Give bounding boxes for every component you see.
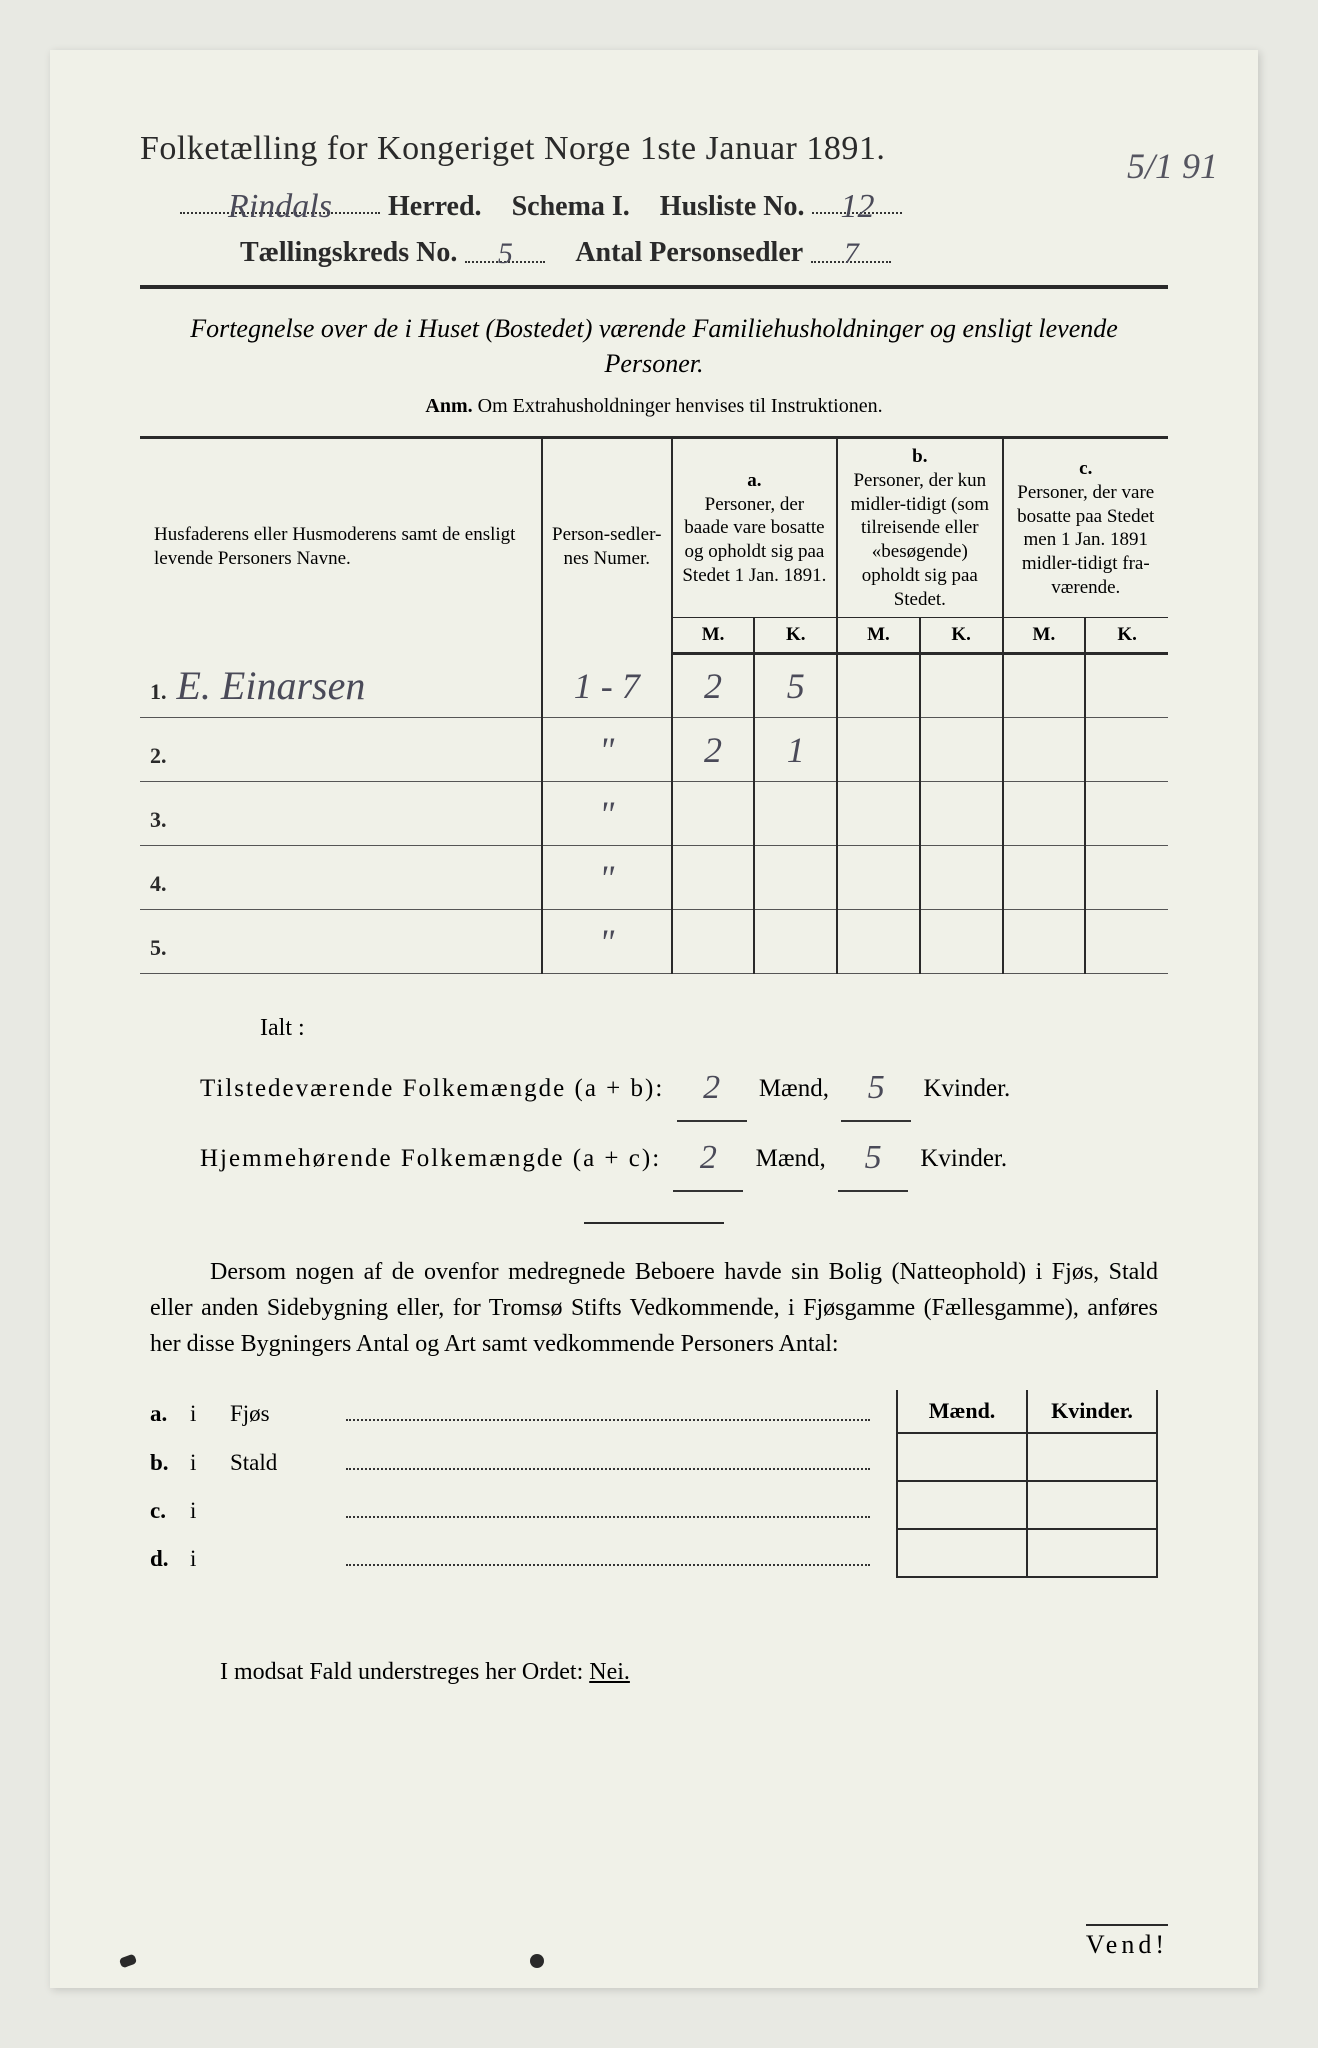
col-b-m: M. bbox=[837, 618, 920, 654]
row1-ak: 5 bbox=[754, 654, 837, 718]
antal-value: 7 bbox=[844, 237, 859, 270]
anm-text: Om Extrahusholdninger henvises til Instr… bbox=[478, 395, 883, 417]
table-row: 2. " 2 1 bbox=[140, 718, 1168, 782]
table-row: 1.E. Einarsen 1 - 7 2 5 bbox=[140, 654, 1168, 718]
totals-block: Ialt : Tilstedeværende Folkemængde (a + … bbox=[140, 1004, 1168, 1192]
table-row: 5. " bbox=[140, 910, 1168, 974]
col-c-m: M. bbox=[1003, 618, 1086, 654]
antal-label: Antal Personsedler bbox=[575, 237, 803, 269]
row1-bk bbox=[920, 654, 1003, 718]
col-c-k: K. bbox=[1085, 618, 1168, 654]
tilstede-m: 2 bbox=[703, 1069, 720, 1106]
row1-am: 2 bbox=[672, 654, 755, 718]
hjemme-label: Hjemmehørende Folkemængde (a + c): bbox=[200, 1145, 661, 1172]
building-paragraph: Dersom nogen af de ovenfor medregnede Be… bbox=[150, 1254, 1158, 1362]
footer-line: I modsat Fald understreges her Ordet: Ne… bbox=[140, 1659, 1168, 1686]
mk-cell bbox=[1027, 1433, 1157, 1481]
col-a-k: K. bbox=[754, 618, 837, 654]
col-header-c: c. Personer, der vare bosatte paa Stedet… bbox=[1003, 438, 1168, 618]
building-block: a. i Fjøs b. i Stald c. i d. i bbox=[140, 1390, 1168, 1625]
mk-cell bbox=[897, 1529, 1027, 1577]
hjemme-m: 2 bbox=[700, 1139, 717, 1176]
mk-cell bbox=[897, 1433, 1027, 1481]
herred-value: Rindals bbox=[228, 188, 332, 225]
rule-1 bbox=[140, 285, 1168, 289]
building-row-d: d. i bbox=[150, 1535, 876, 1583]
building-row-b: b. i Stald bbox=[150, 1439, 876, 1487]
tilstede-k: 5 bbox=[868, 1069, 885, 1106]
row1-num: 1 - 7 bbox=[542, 654, 672, 718]
col-header-a: a. Personer, der baade vare bosatte og o… bbox=[672, 438, 837, 618]
mk-table: Mænd. Kvinder. bbox=[896, 1390, 1158, 1625]
mk-cell bbox=[1027, 1529, 1157, 1577]
col-a-m: M. bbox=[672, 618, 755, 654]
table-row: 3. " bbox=[140, 782, 1168, 846]
row1-bm bbox=[837, 654, 920, 718]
col-header-names: Husfaderens eller Husmoderens samt de en… bbox=[140, 438, 542, 654]
mk-kvinder: Kvinder. bbox=[1027, 1390, 1157, 1433]
schema-label: Schema I. bbox=[512, 191, 630, 223]
ialt-label: Ialt : bbox=[200, 1004, 1168, 1052]
mk-cell bbox=[897, 1481, 1027, 1529]
main-table: Husfaderens eller Husmoderens samt de en… bbox=[140, 436, 1168, 974]
form-subtitle: Fortegnelse over de i Huset (Bostedet) v… bbox=[180, 311, 1128, 381]
tilstede-label: Tilstedeværende Folkemængde (a + b): bbox=[200, 1075, 664, 1102]
kreds-value: 5 bbox=[498, 237, 513, 270]
hjemme-k: 5 bbox=[865, 1139, 882, 1176]
husliste-label: Husliste No. bbox=[660, 191, 805, 223]
husliste-value: 12 bbox=[840, 188, 874, 225]
herred-label: Herred. bbox=[388, 191, 482, 223]
row1-name: E. Einarsen bbox=[177, 663, 366, 708]
census-form-page: Folketælling for Kongeriget Norge 1ste J… bbox=[50, 50, 1258, 1988]
mk-cell bbox=[1027, 1577, 1157, 1625]
col-header-numer: Person-sedler-nes Numer. bbox=[542, 438, 672, 654]
building-list: a. i Fjøs b. i Stald c. i d. i bbox=[150, 1390, 876, 1625]
anm-label: Anm. bbox=[425, 395, 472, 417]
mk-cell bbox=[897, 1577, 1027, 1625]
col-header-b: b. Personer, der kun midler-tidigt (som … bbox=[837, 438, 1002, 618]
building-row-a: a. i Fjøs bbox=[150, 1390, 876, 1438]
building-row-c: c. i bbox=[150, 1487, 876, 1535]
short-rule bbox=[584, 1222, 724, 1224]
annotation-line: Anm. Om Extrahusholdninger henvises til … bbox=[140, 395, 1168, 418]
vend-label: Vend! bbox=[1086, 1924, 1168, 1960]
col-b-k: K. bbox=[920, 618, 1003, 654]
kreds-label: Tællingskreds No. bbox=[240, 237, 457, 269]
nei-word: Nei. bbox=[589, 1659, 630, 1685]
mk-cell bbox=[1027, 1481, 1157, 1529]
header-row-2: Tællingskreds No. 5 Antal Personsedler 7 bbox=[140, 235, 1168, 269]
ink-mark-icon bbox=[119, 1954, 137, 1969]
row1-cm bbox=[1003, 654, 1086, 718]
ink-spot-icon bbox=[530, 1954, 544, 1968]
page-title: Folketælling for Kongeriget Norge 1ste J… bbox=[140, 130, 1168, 168]
margin-date-note: 5/1 91 bbox=[1127, 145, 1218, 187]
header-row-1: Rindals Herred. Schema I. Husliste No. 1… bbox=[140, 186, 1168, 223]
row1-ck bbox=[1085, 654, 1168, 718]
mk-maend: Mænd. bbox=[897, 1390, 1027, 1433]
table-row: 4. " bbox=[140, 846, 1168, 910]
